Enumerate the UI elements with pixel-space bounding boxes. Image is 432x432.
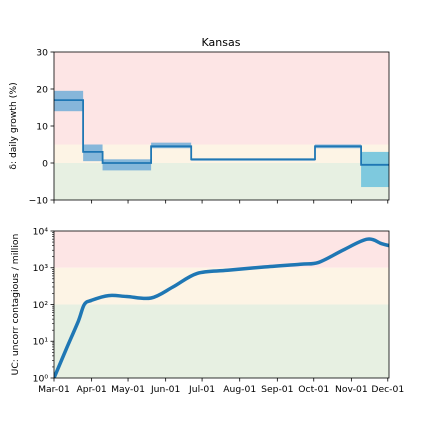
contagious-x-tick-label: Apr-01 <box>76 384 106 395</box>
contagious-x-tick-label: Dec-01 <box>371 384 404 395</box>
growth-x-ticks <box>54 200 388 204</box>
contagious-y-tick-label: 10⁰ <box>33 373 49 384</box>
contagious-y-tick-label: 10¹ <box>33 337 49 348</box>
growth-band-0 <box>54 52 389 145</box>
contagious-y-axis-label: UC: uncorr contagious / million <box>10 233 21 375</box>
growth-bands <box>54 52 389 200</box>
contagious-x-ticks: Mar-01 Apr-01 May-01 Jun-01 Jul-01 Aug-01 Sep-… <box>38 378 404 395</box>
growth-y-ticks: 30 20 10 0 −10 <box>29 47 54 206</box>
contagious-x-tick-label: May-01 <box>111 384 145 395</box>
growth-y-axis-label: δ: daily growth (%) <box>8 82 19 169</box>
contagious-x-tick-label: Mar-01 <box>38 384 70 395</box>
contagious-x-tick-label: Aug-01 <box>223 384 256 395</box>
contagious-y-ticks: 10⁴ 10³ 10² 10¹ 10⁰ <box>33 226 54 384</box>
contagious-band-1 <box>54 268 389 305</box>
contagious-band-2 <box>54 305 389 379</box>
contagious-band-0 <box>54 231 389 268</box>
contagious-x-tick-label: Sep-01 <box>261 384 293 395</box>
contagious-x-tick-label: Oct-01 <box>298 384 329 395</box>
chart-title: Kansas <box>202 36 241 49</box>
growth-ci-1 <box>83 145 102 162</box>
growth-ci-6 <box>361 152 389 187</box>
contagious-y-tick-label: 10² <box>33 300 49 311</box>
growth-y-tick-label: 10 <box>36 121 48 132</box>
contagious-y-tick-label: 10⁴ <box>33 226 49 237</box>
growth-y-tick-label: 20 <box>36 84 48 95</box>
growth-y-tick-label: 0 <box>42 158 48 169</box>
growth-ci-2 <box>103 159 152 170</box>
contagious-x-tick-label: Jun-01 <box>150 384 180 395</box>
growth-y-tick-label: 30 <box>36 47 48 58</box>
growth-panel: 30 20 10 0 −10 δ: daily growth (%) <box>8 47 389 206</box>
contagious-panel: 10⁴ 10³ 10² 10¹ 10⁰ Mar-01 Apr-01 May-01 Jun-01… <box>10 226 404 395</box>
contagious-y-tick-label: 10³ <box>33 263 49 274</box>
growth-y-tick-label: −10 <box>29 195 49 206</box>
contagious-x-tick-label: Nov-01 <box>335 384 368 395</box>
contagious-x-tick-label: Jul-01 <box>188 384 215 395</box>
growth-ci-0 <box>54 91 83 111</box>
